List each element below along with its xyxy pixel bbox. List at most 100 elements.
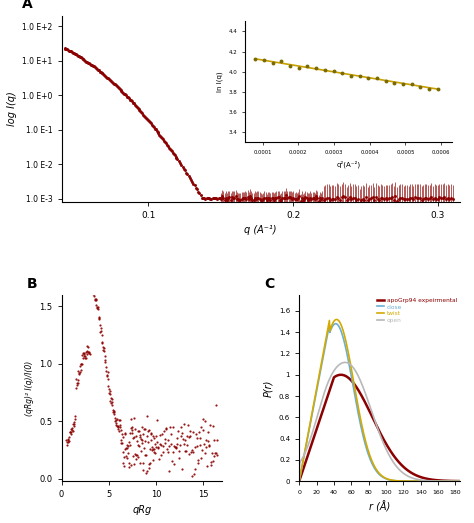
Point	[87, 286, 94, 294]
Point	[63, 436, 70, 444]
Point	[160, 427, 168, 435]
Point	[118, 439, 126, 447]
Point	[94, 302, 101, 311]
Point	[112, 418, 120, 427]
Point	[212, 401, 219, 409]
Point	[122, 452, 130, 460]
Point	[81, 349, 88, 357]
Point	[120, 453, 128, 461]
close	[316, 378, 321, 384]
Point	[108, 399, 115, 407]
Point	[208, 449, 216, 458]
Point	[189, 472, 196, 480]
Point	[118, 429, 126, 438]
Point	[146, 460, 153, 469]
Point	[126, 463, 133, 471]
Point	[83, 349, 91, 358]
Point	[180, 420, 187, 428]
close	[349, 377, 355, 383]
Point	[204, 437, 211, 445]
Point	[155, 444, 162, 452]
Point	[97, 326, 105, 335]
Point	[208, 461, 215, 469]
Point	[92, 296, 100, 304]
Point	[160, 447, 167, 456]
Point	[113, 415, 120, 423]
Point	[155, 454, 163, 463]
Point	[104, 368, 111, 377]
Point	[94, 305, 102, 313]
Point	[163, 445, 171, 453]
Point	[133, 451, 140, 459]
Point	[110, 407, 118, 416]
Point	[158, 441, 165, 449]
Point	[89, 286, 97, 294]
Point	[88, 285, 96, 293]
Point	[135, 453, 142, 461]
Point	[138, 436, 146, 445]
Point	[131, 433, 138, 441]
Point	[108, 401, 116, 409]
Point	[158, 430, 166, 439]
Point	[103, 372, 111, 380]
Point	[197, 423, 205, 431]
Point	[148, 446, 155, 454]
Point	[176, 440, 184, 449]
Point	[124, 441, 131, 449]
Point	[143, 412, 150, 420]
Point	[109, 407, 117, 416]
Point	[79, 349, 86, 358]
Point	[84, 348, 92, 356]
Point	[76, 368, 84, 376]
Point	[168, 457, 176, 465]
Point	[121, 430, 128, 438]
Point	[95, 313, 103, 322]
Point	[87, 282, 95, 291]
Point	[183, 440, 191, 449]
Point	[86, 350, 93, 358]
Point	[104, 375, 112, 383]
Point	[151, 448, 158, 457]
Point	[161, 439, 168, 447]
Point	[192, 430, 200, 438]
Point	[173, 439, 181, 448]
Point	[120, 462, 128, 470]
Point	[157, 450, 164, 459]
Point	[111, 414, 119, 423]
Point	[210, 422, 217, 430]
Point	[85, 348, 93, 357]
Point	[106, 389, 113, 397]
Point	[173, 443, 180, 451]
Point	[206, 441, 213, 450]
Point	[169, 423, 176, 431]
Point	[213, 451, 220, 459]
Point	[78, 360, 85, 369]
Point	[207, 458, 214, 466]
Point	[81, 352, 89, 360]
Point	[132, 432, 139, 440]
Point	[85, 348, 92, 357]
apoGrp94 expeirmental	[296, 478, 302, 484]
Point	[152, 440, 159, 448]
Point	[111, 417, 118, 425]
Point	[206, 421, 214, 429]
Point	[98, 338, 106, 346]
Point	[153, 438, 160, 446]
Point	[91, 295, 99, 303]
Point	[149, 456, 156, 464]
Point	[96, 321, 104, 329]
Point	[150, 434, 158, 442]
Point	[73, 375, 80, 383]
Point	[131, 449, 139, 458]
Point	[166, 423, 174, 431]
Point	[75, 370, 82, 378]
Point	[181, 439, 188, 448]
Point	[100, 344, 108, 353]
Point	[77, 360, 84, 368]
Point	[143, 467, 151, 475]
Point	[90, 289, 98, 298]
Point	[115, 423, 122, 431]
Point	[150, 445, 157, 453]
Point	[75, 369, 83, 377]
Point	[105, 381, 112, 390]
